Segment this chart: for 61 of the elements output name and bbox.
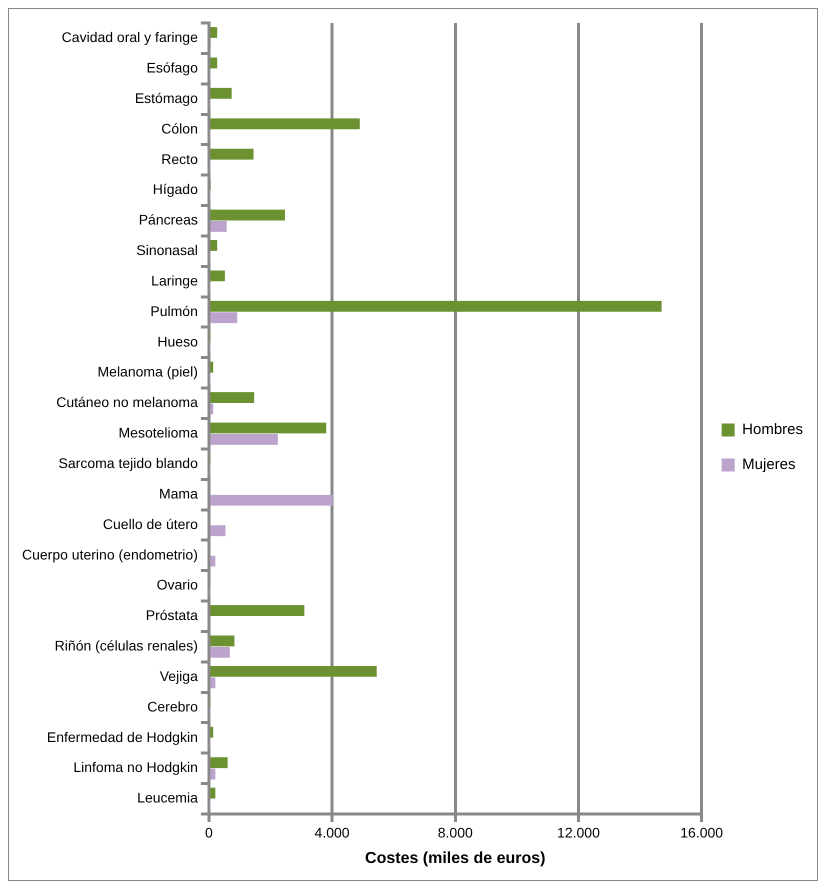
bar (210, 392, 254, 404)
y-tick-label: Cutáneo no melanoma (56, 394, 198, 410)
bar (210, 757, 228, 768)
y-tick-label: Cólon (161, 120, 198, 136)
x-tick-label: 16.000 (680, 824, 724, 840)
bar (210, 768, 216, 780)
y-tick-label: Mesotelioma (118, 424, 198, 441)
y-tick-label: Cavidad oral y faringe (62, 29, 198, 46)
bar (210, 422, 326, 434)
y-tick-label: Esófago (146, 59, 198, 76)
y-tick-label: Enfermedad de Hodgkin (46, 728, 198, 745)
bar (210, 666, 377, 677)
bar (210, 556, 216, 567)
bar (210, 677, 216, 688)
bar (210, 605, 304, 616)
y-tick-label: Estómago (134, 90, 198, 106)
y-tick-label: Recto (161, 150, 198, 167)
x-tick-label: 0 (204, 824, 213, 840)
bar (210, 221, 227, 232)
y-tick-label: Ovario (156, 576, 198, 593)
y-tick-label: Leucemia (137, 790, 198, 806)
bar (210, 148, 254, 160)
bar (210, 646, 230, 658)
bar (210, 494, 333, 506)
bar (210, 270, 225, 282)
y-tick-label: Mama (158, 485, 198, 502)
y-tick-label: Próstata (146, 607, 198, 624)
y-tick-label: Laringe (151, 272, 198, 288)
bar (210, 300, 662, 312)
bar (210, 788, 216, 799)
y-tick-label: Melanoma (piel) (97, 364, 198, 380)
bar (210, 404, 214, 414)
y-tick-label: Cerebro (147, 698, 198, 714)
y-tick-label: Linfoma no Hodgkin (73, 759, 198, 776)
y-tick-label: Riñón (células renales) (54, 638, 198, 654)
bar (210, 525, 226, 536)
bar (210, 27, 218, 38)
bar (210, 636, 234, 646)
bar (210, 362, 214, 373)
bar (210, 88, 232, 99)
y-tick-label: Cuello de útero (102, 516, 198, 532)
bar (210, 312, 238, 324)
x-tick-label: 12.000 (557, 824, 600, 840)
legend-label: Hombres (742, 421, 804, 438)
x-axis-title: Costes (miles de euros) (365, 850, 546, 867)
y-tick-label: Vejiga (160, 668, 198, 684)
y-tick-label: Hígado (152, 181, 198, 198)
y-tick-label: Pulmón (150, 302, 198, 319)
bar (210, 434, 278, 445)
bar (210, 58, 218, 68)
y-tick-label: Cuerpo uterino (endometrio) (22, 546, 198, 562)
y-tick-label: Páncreas (138, 212, 198, 228)
y-tick-label: Sinonasal (136, 242, 198, 258)
y-tick-label: Hueso (157, 333, 198, 350)
bar (210, 240, 218, 251)
legend-label: Mujeres (742, 456, 796, 474)
y-tick-label: Sarcoma tejido blando (58, 454, 198, 471)
x-tick-label: 8.000 (438, 824, 473, 840)
bar (210, 118, 360, 130)
bar (210, 210, 285, 220)
x-tick-label: 4.000 (314, 824, 350, 840)
